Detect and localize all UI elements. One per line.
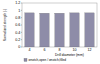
legend-swatch (24, 58, 27, 61)
y-tick (21, 3, 22, 4)
chart: 0 0.2 0.4 0.6 0.8 1 1.2 4 6 8 10 12 Drill diameter (… (0, 0, 100, 64)
bars (25, 13, 94, 47)
y-tick-label: 1.2 (15, 1, 20, 5)
x-tick-label: 4 (29, 48, 31, 52)
y-tick-label: 0.2 (15, 38, 20, 42)
x-tick-label: 12 (88, 48, 92, 52)
bar (70, 13, 79, 47)
bar (55, 13, 64, 47)
y-tick (21, 32, 22, 33)
y-tick-label: 1 (18, 9, 20, 13)
y-tick-label: 0.6 (15, 23, 20, 27)
y-tick (21, 25, 22, 26)
y-tick-label: 0.8 (15, 16, 20, 20)
y-tick (21, 39, 22, 40)
legend-label: σnotch,open / σnotch,filled (29, 58, 67, 62)
x-tick-label: 8 (59, 48, 61, 52)
y-tick-label: 0.4 (15, 31, 20, 35)
x-tick-label: 6 (44, 48, 46, 52)
y-tick (21, 17, 22, 18)
x-tick-label: 10 (73, 48, 77, 52)
y-tick (21, 47, 22, 48)
bar (85, 13, 94, 47)
bar (40, 13, 49, 47)
y-axis-label: Normalized strength (-) (3, 9, 7, 42)
x-axis-label: Drill diameter (mm) (55, 53, 84, 57)
plot-frame (22, 3, 97, 47)
bar (25, 13, 34, 47)
chart-root: 0 0.2 0.4 0.6 0.8 1 1.2 4 6 8 10 12 Drill diameter (… (0, 0, 100, 64)
y-tick-label: 0 (18, 45, 20, 49)
y-tick (21, 10, 22, 11)
